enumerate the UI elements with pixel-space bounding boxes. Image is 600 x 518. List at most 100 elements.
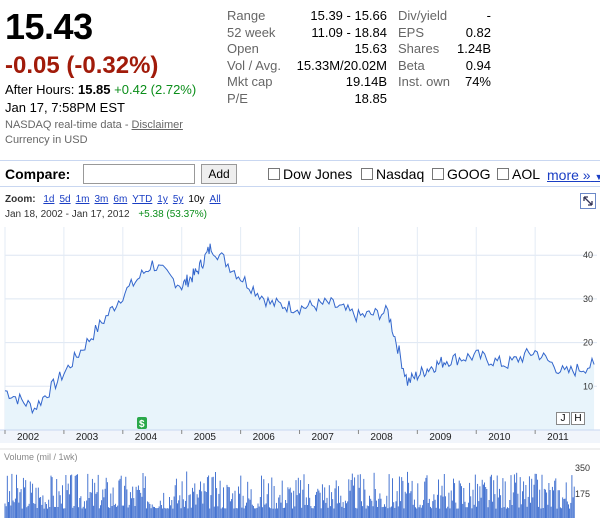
stat-value: 15.63 <box>354 41 387 56</box>
zoom-option-5d[interactable]: 5d <box>59 194 71 205</box>
expand-icon <box>583 196 593 206</box>
compare-option-label: Dow Jones <box>283 166 353 182</box>
stat-value: 1.24B <box>457 41 491 56</box>
stat-value: 15.39 - 15.66 <box>310 8 387 23</box>
zoom-option-6m[interactable]: 6m <box>113 194 128 205</box>
more-label: more » <box>547 167 591 183</box>
price-chart-panel: Zoom: 1d 5d 1m 3m 6m YTD 1y 5y 10y All Jan 18, 20… <box>0 186 600 518</box>
date-range: Jan 18, 2002 - Jan 17, 2012 <box>5 209 130 220</box>
add-compare-button[interactable]: Add <box>201 164 237 184</box>
x-axis-band <box>0 430 600 443</box>
x-tick-label: 2006 <box>253 432 276 443</box>
price-change: -0.05 (-0.32%) <box>5 52 159 79</box>
stat-row: P/E 18.85 <box>227 91 387 108</box>
after-hours-label: After Hours: <box>5 82 75 97</box>
quote-timestamp: Jan 17, 7:58PM EST <box>5 100 125 115</box>
compare-option-aol[interactable]: AOL <box>497 166 540 182</box>
compare-bar: Compare: Add Dow Jones Nasdaq GOOG AOL m… <box>0 160 600 186</box>
compare-option-goog[interactable]: GOOG <box>432 166 491 182</box>
compare-option-label: Nasdaq <box>376 166 425 182</box>
checkbox[interactable] <box>497 168 509 180</box>
checkbox[interactable] <box>268 168 280 180</box>
compare-input[interactable] <box>83 164 195 184</box>
after-hours-quote: After Hours: 15.85 +0.42 (2.72%) <box>5 82 196 97</box>
x-tick-label: 2009 <box>429 432 452 443</box>
x-tick-label: 2008 <box>370 432 393 443</box>
chart-range: Jan 18, 2002 - Jan 17, 2012 +5.38 (53.37… <box>5 209 207 220</box>
price-area <box>5 243 595 430</box>
expand-chart-button[interactable] <box>580 193 596 209</box>
range-change: +5.38 (53.37%) <box>138 209 207 220</box>
zoom-option-all[interactable]: All <box>209 194 221 205</box>
stat-row: Range 15.39 - 15.66 <box>227 8 387 25</box>
volume-label: Volume (mil / 1wk) <box>4 452 78 462</box>
stat-row: Vol / Avg. 15.33M/20.02M <box>227 58 387 75</box>
stat-label: 52 week <box>227 24 276 40</box>
stat-row: Inst. own 74% <box>398 74 491 91</box>
stat-row: Beta 0.94 <box>398 58 491 75</box>
zoom-option-1y[interactable]: 1y <box>157 194 168 205</box>
stat-label: P/E <box>227 90 248 106</box>
x-tick-label: 2010 <box>488 432 511 443</box>
stat-row: Div/yield - <box>398 8 491 25</box>
compare-label: Compare: <box>5 166 71 182</box>
compare-option-label: GOOG <box>447 166 491 182</box>
stat-label: Div/yield <box>398 8 448 23</box>
mini-button-h[interactable]: H <box>571 412 585 425</box>
stat-value: 15.33M/20.02M <box>296 57 387 73</box>
zoom-options: 1d 5d 1m 3m 6m YTD 1y 5y 10y All <box>38 194 220 205</box>
price-volume-chart[interactable]: 10 20 30 40 2002 2003 2004 2005 2006 2007 2008 2009… <box>0 187 600 518</box>
x-tick-label: 2005 <box>194 432 217 443</box>
stat-value: 19.14B <box>345 74 387 89</box>
y-tick-label: 40 <box>583 250 593 260</box>
stat-row: Mkt cap 19.14B <box>227 74 387 91</box>
stat-label: Shares <box>398 41 440 56</box>
key-stats-left: Range 15.39 - 15.66 52 week 11.09 - 18.84 … <box>227 8 387 107</box>
y-tick-label: 20 <box>583 338 593 348</box>
volume-tick-label: 175 <box>575 489 590 499</box>
stat-row: Open 15.63 <box>227 41 387 58</box>
price-line <box>4 243 595 415</box>
zoom-controls: Zoom: 1d 5d 1m 3m 6m YTD 1y 5y 10y All <box>5 194 221 205</box>
stat-value: 0.82 <box>465 24 491 40</box>
stat-label: Inst. own <box>398 74 451 89</box>
zoom-option-10y[interactable]: 10y <box>188 194 205 205</box>
x-tick-label: 2007 <box>312 432 335 443</box>
caret-down-icon: ▼ <box>594 172 600 182</box>
zoom-option-ytd[interactable]: YTD <box>132 194 153 205</box>
zoom-option-1m[interactable]: 1m <box>75 194 90 205</box>
stat-label: Mkt cap <box>227 74 273 89</box>
x-tick-label: 2003 <box>76 432 99 443</box>
stat-label: Beta <box>398 57 425 73</box>
last-price: 15.43 <box>5 6 93 47</box>
stat-label: Vol / Avg. <box>227 57 281 73</box>
dividend-marker <box>137 417 147 429</box>
stat-row: Shares 1.24B <box>398 41 491 58</box>
stat-label: Open <box>227 41 259 56</box>
stat-value: 74% <box>464 74 491 89</box>
compare-option-nasdaq[interactable]: Nasdaq <box>361 166 424 182</box>
key-stats-right: Div/yield - EPS 0.82 Shares 1.24B Beta 0.94 … <box>398 8 491 91</box>
dividend-marker-label: $ <box>139 419 145 430</box>
zoom-option-3m[interactable]: 3m <box>94 194 109 205</box>
compare-option-dow-jones[interactable]: Dow Jones <box>268 166 352 182</box>
stat-row: EPS 0.82 <box>398 25 491 42</box>
realtime-text: NASDAQ real-time data - <box>5 119 132 131</box>
zoom-label: Zoom: <box>5 194 36 205</box>
x-tick-label: 2002 <box>17 432 40 443</box>
x-tick-label: 2004 <box>135 432 158 443</box>
checkbox[interactable] <box>432 168 444 180</box>
mini-button-j[interactable]: J <box>556 412 570 425</box>
disclaimer-link[interactable]: Disclaimer <box>131 119 183 131</box>
stat-label: EPS <box>398 24 425 40</box>
more-compare-link[interactable]: more » ▼ <box>547 167 600 183</box>
zoom-option-1d[interactable]: 1d <box>43 194 55 205</box>
stat-row: 52 week 11.09 - 18.84 <box>227 25 387 42</box>
compare-option-label: AOL <box>512 166 541 182</box>
zoom-option-5y[interactable]: 5y <box>172 194 184 205</box>
stat-value: 11.09 - 18.84 <box>311 24 387 40</box>
checkbox[interactable] <box>361 168 373 180</box>
after-hours-change: +0.42 (2.72%) <box>114 82 197 97</box>
x-tick-label: 2011 <box>547 432 569 443</box>
stat-value: 0.94 <box>465 57 491 73</box>
